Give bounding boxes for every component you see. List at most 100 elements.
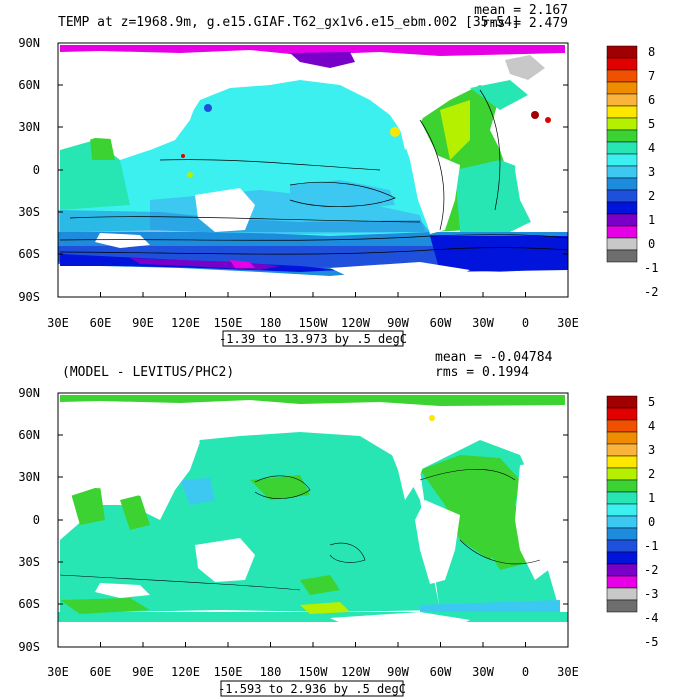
- colorbar-swatch: [606, 551, 638, 565]
- bottom-contour-info: -1.593 to 2.936 by .5 degC: [218, 682, 406, 696]
- top-contour-info: -1.39 to 13.973 by .5 degC: [219, 332, 407, 346]
- colorbar-label: 5: [648, 117, 655, 131]
- top-colorbar: 8 7 6 5 4 3 2 1 0 -1 -2: [606, 45, 658, 299]
- lon-label: 150W: [299, 316, 329, 330]
- lon-label: 90E: [132, 665, 154, 679]
- lat-label: 0: [33, 163, 40, 177]
- lat-label: 60S: [18, 597, 40, 611]
- colorbar-swatch: [606, 503, 638, 517]
- lon-label: 90E: [132, 316, 154, 330]
- colorbar-swatch: [606, 249, 638, 263]
- colorbar-label: 3: [648, 443, 655, 457]
- colorbar-label: -3: [644, 587, 658, 601]
- lon-label: 120E: [171, 316, 200, 330]
- top-lon-ticks: [57, 292, 569, 297]
- bottom-map-panel: (MODEL - LEVITUS/PHC2) mean = -0.04784 r…: [18, 350, 658, 697]
- lon-label: 60W: [430, 665, 452, 679]
- colorbar-label: -5: [644, 635, 658, 649]
- lon-label: 30E: [47, 665, 69, 679]
- colorbar-label: -2: [644, 563, 658, 577]
- lon-label: 90W: [387, 665, 409, 679]
- colorbar-swatch: [606, 479, 638, 493]
- lon-label: 30W: [472, 665, 494, 679]
- top-map-panel: TEMP at z=1968.9m, g.e15.GIAF.T62_gx1v6.…: [18, 3, 658, 347]
- lon-label: 150W: [299, 665, 329, 679]
- colorbar-swatch: [606, 105, 638, 119]
- top-map-field: [58, 43, 568, 297]
- colorbar-swatch: [606, 117, 638, 131]
- top-lat-labels: 90N 60N 30N 0 30S 60S 90S: [18, 36, 40, 304]
- colorbar-swatch: [606, 491, 638, 505]
- colorbar-label: 2: [648, 189, 655, 203]
- lon-label: 150E: [214, 316, 243, 330]
- colorbar-label: 0: [648, 515, 655, 529]
- lon-label: 120E: [171, 665, 200, 679]
- bottom-mean: mean = -0.04784: [435, 350, 553, 365]
- lat-label: 90S: [18, 290, 40, 304]
- colorbar-swatch: [606, 539, 638, 553]
- bottom-contour-info-box: [220, 680, 404, 697]
- colorbar-swatch: [606, 515, 638, 529]
- lon-label: 180: [260, 316, 282, 330]
- colorbar-swatch: [606, 153, 638, 167]
- lat-label: 30S: [18, 205, 40, 219]
- top-lat-ticks: [58, 42, 568, 298]
- lon-label: 60E: [90, 665, 112, 679]
- lon-label: 180: [260, 665, 282, 679]
- lon-label: 120W: [341, 665, 371, 679]
- colorbar-swatch: [606, 237, 638, 251]
- colorbar-label: 6: [648, 93, 655, 107]
- lon-label: 60E: [90, 316, 112, 330]
- lat-label: 90N: [18, 386, 40, 400]
- top-contour-info-box: [222, 330, 404, 347]
- colorbar-swatch: [606, 587, 638, 601]
- lat-label: 30N: [18, 470, 40, 484]
- colorbar-swatch: [606, 407, 638, 421]
- colorbar-swatch: [606, 57, 638, 71]
- colorbar-swatch: [606, 467, 638, 481]
- lon-label: 120W: [341, 316, 371, 330]
- colorbar-label: 2: [648, 467, 655, 481]
- colorbar-swatch: [606, 201, 638, 215]
- lon-label: 30W: [472, 316, 494, 330]
- bottom-rms: rms = 0.1994: [435, 365, 529, 380]
- lat-label: 30S: [18, 555, 40, 569]
- lon-label: 90W: [387, 316, 409, 330]
- bottom-title: (MODEL - LEVITUS/PHC2): [62, 365, 234, 380]
- colorbar-label: 1: [648, 213, 655, 227]
- lat-label: 90N: [18, 36, 40, 50]
- lat-label: 0: [33, 513, 40, 527]
- colorbar-label: -1: [644, 539, 658, 553]
- bottom-lon-labels: 30E 60E 90E 120E 150E 180 150W 120W 90W …: [47, 665, 579, 679]
- colorbar-swatch: [606, 165, 638, 179]
- lon-label: 30E: [47, 316, 69, 330]
- colorbar-swatch: [606, 189, 638, 203]
- colorbar-label: -2: [644, 285, 658, 299]
- lon-label: 30E: [557, 316, 579, 330]
- bottom-colorbar-labels: 5 4 3 2 1 0 -1 -2 -3 -4 -5: [644, 395, 658, 649]
- colorbar-swatch: [606, 141, 638, 155]
- top-mean: mean = 2.167: [474, 3, 568, 18]
- bottom-lat-labels: 90N 60N 30N 0 30S 60S 90S: [18, 386, 40, 654]
- colorbar-label: -4: [644, 611, 658, 625]
- colorbar-swatch: [606, 69, 638, 83]
- lat-label: 60N: [18, 78, 40, 92]
- colorbar-label: 4: [648, 141, 655, 155]
- colorbar-label: 5: [648, 395, 655, 409]
- colorbar-label: 3: [648, 165, 655, 179]
- top-colorbar-blocks: [606, 45, 638, 263]
- lat-label: 60N: [18, 428, 40, 442]
- colorbar-swatch: [606, 177, 638, 191]
- colorbar-swatch: [606, 575, 638, 589]
- lat-label: 60S: [18, 247, 40, 261]
- colorbar-swatch: [606, 455, 638, 469]
- colorbar-swatch: [606, 527, 638, 541]
- top-rms: rms = 2.479: [482, 16, 568, 31]
- top-colorbar-labels: 8 7 6 5 4 3 2 1 0 -1 -2: [644, 45, 658, 299]
- lon-label: 30E: [557, 665, 579, 679]
- colorbar-label: 4: [648, 419, 655, 433]
- colorbar-swatch: [606, 443, 638, 457]
- colorbar-swatch: [606, 225, 638, 239]
- colorbar-swatch: [606, 599, 638, 613]
